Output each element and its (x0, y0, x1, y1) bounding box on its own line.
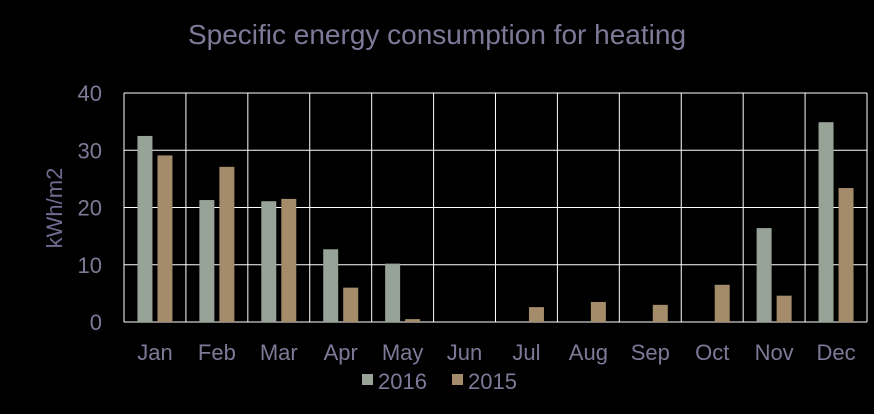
x-tick-label-mar: Mar (260, 340, 298, 365)
legend-label-2016: 2016 (378, 369, 427, 394)
x-tick-label-apr: Apr (324, 340, 358, 365)
x-tick-label-jan: Jan (137, 340, 172, 365)
y-tick-label-20: 20 (78, 196, 102, 221)
bar-2015-oct (714, 284, 730, 322)
x-axis-ticks: Jan Feb Mar Apr May Jun Jul Aug Sep Oct Nov Dec (137, 340, 855, 365)
bar-2016-jan (137, 135, 153, 322)
bar-2015-apr (343, 287, 359, 322)
y-tick-label-10: 10 (78, 253, 102, 278)
bar-2015-mar (281, 198, 297, 322)
x-tick-label-jun: Jun (447, 340, 482, 365)
bar-2016-apr (323, 249, 339, 322)
x-tick-label-jul: Jul (512, 340, 540, 365)
y-tick-label-0: 0 (90, 310, 102, 335)
legend-swatch-2016 (362, 374, 373, 385)
legend-label-2015: 2015 (468, 369, 517, 394)
bars (137, 122, 854, 322)
legend-swatch-2015 (452, 374, 463, 385)
x-tick-label-feb: Feb (198, 340, 236, 365)
bar-2016-feb (199, 200, 215, 322)
bar-2015-feb (219, 166, 235, 322)
bar-2016-mar (261, 201, 277, 322)
bar-2015-jul (528, 307, 544, 322)
y-tick-label-40: 40 (78, 81, 102, 106)
x-tick-label-oct: Oct (695, 340, 729, 365)
x-tick-label-dec: Dec (816, 340, 855, 365)
y-axis-label: kWh/m2 (42, 168, 67, 249)
bar-2015-nov (776, 295, 792, 322)
x-tick-label-sep: Sep (631, 340, 670, 365)
x-tick-label-may: May (382, 340, 424, 365)
chart-title: Specific energy consumption for heating (188, 19, 686, 50)
bar-2016-nov (756, 228, 772, 322)
y-axis-ticks: 0 10 20 30 40 (78, 81, 102, 335)
bar-2015-may (405, 319, 421, 322)
x-tick-label-nov: Nov (755, 340, 794, 365)
grid (123, 92, 868, 323)
legend: 2016 2015 (362, 369, 517, 394)
bar-2015-dec (838, 188, 854, 322)
y-tick-label-30: 30 (78, 138, 102, 163)
bar-2015-aug (590, 301, 606, 322)
bar-2015-sep (652, 304, 668, 322)
bar-2016-may (385, 263, 401, 322)
x-tick-label-aug: Aug (569, 340, 608, 365)
bar-2015-jan (157, 155, 173, 322)
bar-2016-dec (818, 122, 834, 322)
